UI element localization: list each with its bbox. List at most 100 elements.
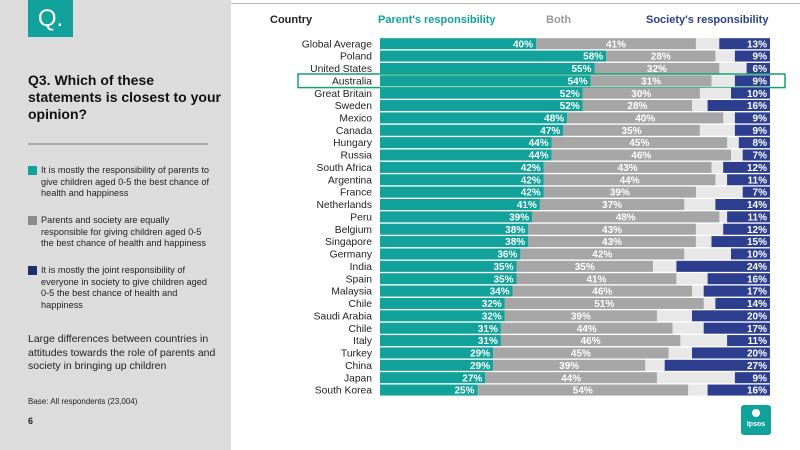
legend-label-parent: It is mostly the responsibility of paren… <box>41 165 210 198</box>
country-label: China <box>345 361 372 372</box>
value-label-society: 17% <box>747 324 767 335</box>
bar-parent <box>380 174 544 186</box>
bar-parent <box>380 248 521 260</box>
value-label-parent: 58% <box>583 52 603 63</box>
country-label: Turkey <box>341 349 373 360</box>
value-label-society: 11% <box>748 175 768 186</box>
bar-society <box>734 372 770 384</box>
bar-society <box>734 50 770 62</box>
q-icon: Q. <box>28 0 73 37</box>
value-label-society: 20% <box>747 311 767 322</box>
bar-society <box>746 62 770 74</box>
legend-label-both: Parents and society are equally responsi… <box>41 215 206 248</box>
country-label: Global Average <box>302 39 372 50</box>
country-label: Russia <box>341 151 373 162</box>
bar-parent <box>380 384 478 396</box>
value-label-parent: 32% <box>482 299 502 310</box>
divider <box>28 143 208 145</box>
bar-society <box>664 359 770 371</box>
base-note: Base: All respondents (23,004) <box>28 397 138 406</box>
value-label-both: 46% <box>592 287 612 298</box>
bar-both <box>520 248 685 260</box>
country-label: Australia <box>332 76 372 87</box>
value-label-both: 39% <box>571 311 591 322</box>
bar-society <box>707 384 770 396</box>
country-label: Spain <box>346 274 373 285</box>
legend-item-parent: It is mostly the responsibility of paren… <box>28 165 216 200</box>
country-label: Hungary <box>333 138 373 149</box>
value-label-parent: 27% <box>462 373 482 384</box>
bar-both <box>551 137 728 149</box>
bar-both <box>551 149 731 161</box>
bar-parent <box>380 211 533 223</box>
legend-label-society: It is mostly the joint responsibility of… <box>41 265 207 310</box>
value-label-both: 45% <box>629 138 649 149</box>
bar-both <box>516 260 653 272</box>
value-label-society: 20% <box>747 349 767 360</box>
value-label-society: 9% <box>753 126 768 137</box>
bar-parent <box>380 100 583 112</box>
value-label-both: 43% <box>618 163 638 174</box>
top-rule <box>231 3 800 4</box>
value-label-parent: 54% <box>568 76 588 87</box>
legend-item-both: Parents and society are equally responsi… <box>28 215 216 250</box>
value-label-both: 39% <box>559 361 579 372</box>
value-label-parent: 52% <box>560 101 580 112</box>
value-label-society: 10% <box>747 250 767 261</box>
bar-parent <box>380 149 552 161</box>
bar-parent <box>380 285 513 297</box>
logo-text: Ipsos <box>746 421 766 428</box>
value-label-parent: 38% <box>505 225 525 236</box>
bar-both <box>543 161 712 173</box>
country-label: India <box>350 262 373 273</box>
bar-society <box>731 248 770 260</box>
value-label-parent: 35% <box>493 274 513 285</box>
bar-parent <box>380 87 583 99</box>
bar-parent <box>380 161 544 173</box>
value-label-society: 12% <box>747 225 767 236</box>
country-label: Saudi Arabia <box>314 311 373 322</box>
bar-both <box>606 50 716 62</box>
bar-society <box>734 75 770 87</box>
bar-parent <box>380 273 517 285</box>
value-label-society: 9% <box>753 373 768 384</box>
bar-both <box>594 62 720 74</box>
value-label-both: 41% <box>606 39 626 50</box>
bar-parent <box>380 62 595 74</box>
bar-parent <box>380 223 529 235</box>
value-label-both: 54% <box>573 386 593 397</box>
value-label-society: 8% <box>753 138 768 149</box>
bar-parent <box>380 335 501 347</box>
value-label-both: 44% <box>561 373 581 384</box>
bar-both <box>493 359 646 371</box>
value-label-parent: 40% <box>513 39 533 50</box>
value-label-parent: 32% <box>482 311 502 322</box>
value-label-parent: 42% <box>521 188 541 199</box>
bar-both <box>582 100 692 112</box>
value-label-both: 35% <box>622 126 642 137</box>
value-label-society: 7% <box>753 151 768 162</box>
value-label-society: 9% <box>753 52 768 63</box>
value-label-society: 9% <box>753 76 768 87</box>
value-label-both: 35% <box>575 262 595 273</box>
bar-society <box>727 211 770 223</box>
value-label-both: 46% <box>581 336 601 347</box>
country-label: South Africa <box>316 163 372 174</box>
value-label-society: 15% <box>747 237 767 248</box>
bar-society <box>731 87 770 99</box>
country-label: Malaysia <box>331 287 372 298</box>
country-label: Germany <box>330 250 373 261</box>
bar-both <box>532 211 720 223</box>
bar-society <box>676 260 770 272</box>
value-label-both: 37% <box>602 200 622 211</box>
value-label-parent: 39% <box>509 212 529 223</box>
bar-both <box>528 223 696 235</box>
value-label-society: 13% <box>747 39 767 50</box>
value-label-both: 44% <box>577 324 597 335</box>
value-label-society: 14% <box>747 200 767 211</box>
bar-both <box>528 236 696 248</box>
value-label-society: 7% <box>753 188 768 199</box>
country-label: Canada <box>336 126 372 137</box>
bar-society <box>715 297 770 309</box>
value-label-both: 45% <box>571 349 591 360</box>
